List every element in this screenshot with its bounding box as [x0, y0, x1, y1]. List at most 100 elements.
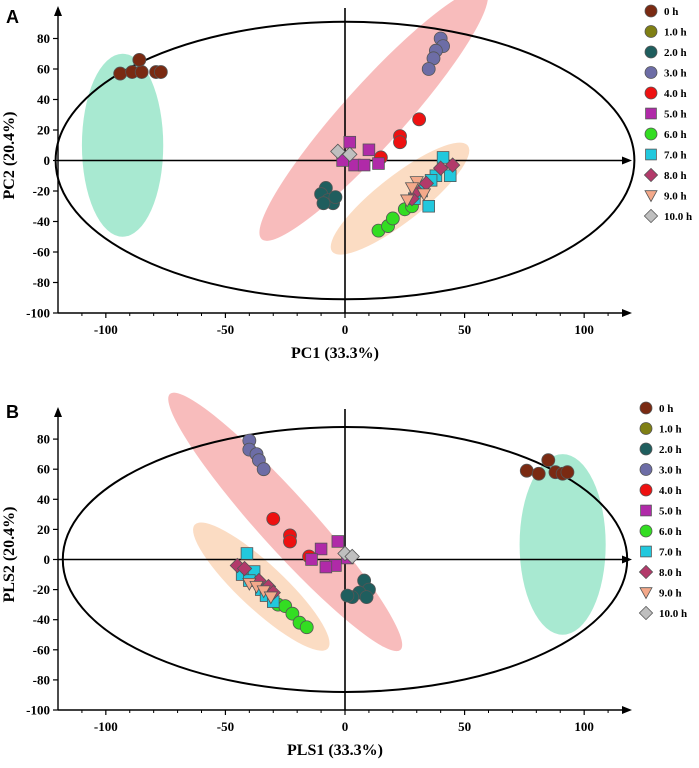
- panel-a-legend-marker-4-0-h: [644, 86, 658, 100]
- panel-b-point-5-0-h: [319, 560, 333, 574]
- panel-b-legend-marker-3-0-h: [639, 463, 653, 476]
- panel-a-point-5-0-h: [343, 135, 357, 149]
- panel-a-legend-marker-8-0-h: [643, 167, 659, 183]
- panel-b-y-tick-label: -60: [33, 642, 50, 657]
- panel-a-legend-label-6-0-h: 6.0 h: [664, 129, 687, 141]
- panel-a-legend-label-4-0-h: 4.0 h: [664, 88, 687, 100]
- panel-b-y-axis-arrow: [54, 407, 62, 417]
- panel-b-y-tick-label: 0: [44, 552, 51, 567]
- panel-b-legend-marker-7-0-h: [640, 545, 652, 558]
- panel-b-point-6-0-h: [299, 620, 314, 635]
- panel-b-point-0-h: [560, 465, 575, 480]
- panel-b-legend-marker-8-0-h: [638, 564, 654, 580]
- panel-a-y-tick-label: 0: [44, 153, 51, 168]
- panel-a-point-7-0-h: [422, 199, 435, 213]
- panel-a-point-2-0-h: [328, 190, 343, 205]
- panel-a-legend-marker-5-0-h: [645, 107, 657, 120]
- panel-b-zero-line-arrow: [622, 555, 632, 564]
- panel-a-y-axis-label: PC2 (20.4%): [1, 112, 18, 200]
- panel-b-point-3-0-h: [256, 462, 271, 477]
- panel-b-y-tick-label: -40: [33, 612, 50, 627]
- panel-a-point-5-0-h: [362, 143, 376, 157]
- panel-a-point-4-0-h: [393, 135, 407, 150]
- panel-b-point-2-0-h: [340, 588, 355, 603]
- panel-b-y-tick-label: 40: [37, 492, 50, 507]
- panel-a-legend-label-7-0-h: 7.0 h: [664, 150, 687, 162]
- panel-b-x-axis-arrow: [622, 706, 632, 714]
- panel-b-point-4-0-h: [266, 511, 281, 526]
- panel-b-x-tick-label: -100: [94, 719, 118, 734]
- panel-a-point-3-0-h: [421, 62, 436, 76]
- panel-a-legend-label-0-h: 0 h: [664, 6, 678, 18]
- panel-b-x-tick-label: 50: [458, 719, 471, 734]
- panel-a-point-5-0-h: [357, 158, 371, 172]
- panel-a-y-tick-label: 60: [37, 62, 50, 77]
- panel-a-legend-marker-2-0-h: [644, 45, 658, 59]
- panel-a-point-7-0-h: [443, 169, 457, 182]
- panel-b-point-5-0-h: [305, 553, 318, 566]
- panel-b-y-tick-label: 20: [37, 522, 50, 537]
- panel-a-legend-marker-0-h: [644, 4, 658, 18]
- panel-a-zero-line-arrow: [622, 156, 632, 165]
- panel-b-point-8-0-h: [236, 560, 253, 577]
- panel-a-cluster-region: [81, 53, 164, 237]
- panel-a: A -100 -50 0 50 100 -100 -80 -60 -40 -20 0 20 40 60 80…: [1, 0, 692, 362]
- panel-a-point-2-0-h: [316, 196, 331, 211]
- panel-b-x-tick-label: -50: [217, 719, 234, 734]
- panel-a-axes: -100 -50 0 50 100 -100 -80 -60 -40 -20 0 20 40 60 80: [26, 6, 632, 337]
- panel-a-y-tick-label: 40: [37, 92, 50, 107]
- panel-a-label: A: [6, 7, 19, 27]
- panel-a-legend-label-10-0-h: 10.0 h: [664, 211, 692, 223]
- panel-b-y-tick-label: -100: [26, 703, 50, 718]
- panel-b-legend-label-4-0-h: 4.0 h: [659, 485, 682, 497]
- panel-a-y-tick-label: 80: [37, 31, 50, 46]
- panel-a-legend-marker-1-0-h: [644, 25, 658, 38]
- panel-b-point-10-0-h: [337, 545, 353, 562]
- panel-a-point-8-0-h: [444, 157, 461, 173]
- panel-a-point-10-0-h: [330, 143, 346, 160]
- panel-a-y-tick-label: -20: [33, 184, 50, 199]
- panel-a-point-7-0-h: [436, 151, 450, 164]
- panel-b-point-5-0-h: [314, 542, 328, 556]
- panel-b-legend-marker-0-h: [639, 401, 653, 415]
- panel-a-legend-label-1-0-h: 1.0 h: [664, 27, 687, 39]
- panel-a-point-9-0-h: [416, 188, 432, 202]
- panel-a-legend: 0 h 1.0 h 2.0 h 3.0 h 4.0 h 5.0 h 6.0 h 7.0 h 8.…: [643, 4, 692, 224]
- panel-b-legend-label-8-0-h: 8.0 h: [659, 567, 682, 579]
- panel-a-legend-label-2-0-h: 2.0 h: [664, 47, 687, 59]
- panel-a-y-tick-label: 20: [37, 123, 50, 138]
- panel-a-y-tick-label: -60: [33, 245, 50, 260]
- panel-a-y-tick-label: -40: [33, 214, 50, 229]
- panel-b-points: [229, 433, 575, 635]
- panel-a-x-tick-label: 50: [458, 322, 471, 337]
- panel-a-point-4-0-h: [412, 112, 427, 127]
- panel-a-x-tick-label: 0: [342, 322, 349, 337]
- panel-a-legend-label-8-0-h: 8.0 h: [664, 170, 687, 182]
- panel-a-y-tick-label: -80: [33, 275, 50, 290]
- panel-b-legend-label-0-h: 0 h: [659, 403, 673, 415]
- panel-b-legend-label-7-0-h: 7.0 h: [659, 547, 682, 559]
- panel-b-y-tick-label: -80: [33, 672, 50, 687]
- panel-a-point-9-0-h: [400, 194, 415, 208]
- panel-a-legend-marker-9-0-h: [644, 190, 658, 203]
- panel-a-point-0-h: [113, 66, 128, 81]
- panel-b-legend-marker-5-0-h: [640, 504, 652, 517]
- panel-a-point-10-0-h: [342, 146, 358, 163]
- panel-b-legend-label-5-0-h: 5.0 h: [659, 506, 682, 518]
- panel-b-point-0-h: [541, 453, 556, 468]
- panel-b-legend-marker-2-0-h: [639, 442, 653, 456]
- panel-b-legend-marker-10-0-h: [638, 605, 654, 621]
- panel-b-legend-marker-1-0-h: [639, 422, 653, 435]
- panel-b-y-tick-label: 60: [37, 462, 50, 477]
- panel-b-point-7-0-h: [240, 547, 254, 560]
- panel-b-y-tick-label: -20: [33, 582, 50, 597]
- panel-b-point-4-0-h: [283, 534, 297, 549]
- panel-a-point-0-h: [153, 65, 168, 79]
- panel-a-legend-marker-3-0-h: [644, 66, 658, 79]
- panel-b-legend-label-2-0-h: 2.0 h: [659, 444, 682, 456]
- panel-b-legend-marker-4-0-h: [639, 483, 653, 497]
- panel-b-cluster-regions: [168, 392, 606, 652]
- panel-a-x-axis-label: PC1 (33.3%): [291, 345, 379, 362]
- panel-b: B -100 -50 0 50 100 -100 -80 -60 -40 -20 0 20 40 60 80…: [1, 392, 687, 759]
